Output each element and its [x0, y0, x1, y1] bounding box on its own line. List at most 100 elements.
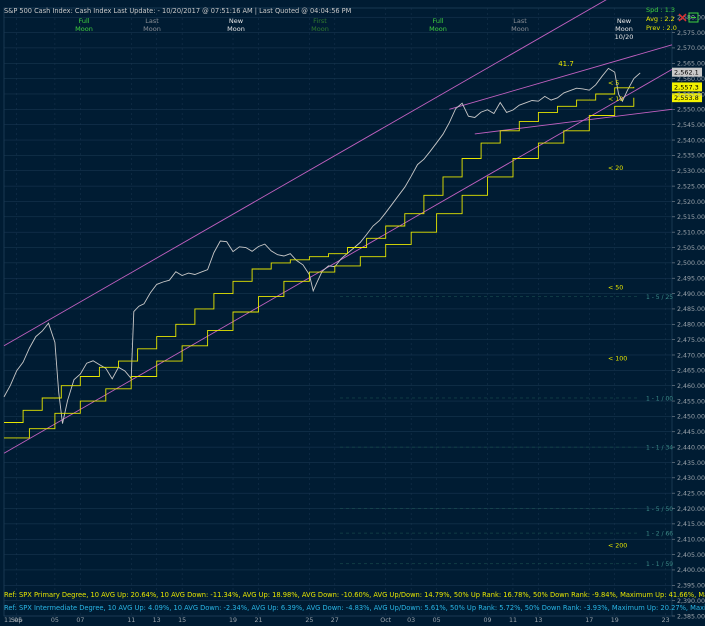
- y-tick-label: 2,450.00: [677, 414, 705, 421]
- y-tick-label: 2,465.00: [677, 368, 705, 375]
- moon-marker-label: Last: [513, 17, 527, 25]
- series-layer: [3, 67, 641, 439]
- moon-next-line3: 10/20: [615, 33, 634, 41]
- price-tag-label: 2,557.3: [674, 83, 699, 91]
- y-tick-label: 2,470.00: [677, 352, 705, 359]
- x-tick-label: 23: [662, 617, 670, 624]
- moving-average-step-line: [4, 86, 635, 423]
- y-tick-label: 2,460.00: [677, 383, 705, 390]
- grid-layer: [3, 7, 673, 617]
- y-tick-label: 2,420.00: [677, 506, 705, 513]
- fib-label: 1 - 5 / 50: [646, 506, 673, 513]
- fib-label: 1 - 1 / 34: [646, 444, 673, 451]
- y-tick-label: 2,515.00: [677, 214, 705, 221]
- peak-value-label: 41.7: [558, 60, 574, 68]
- price-tag: [672, 67, 702, 77]
- moving-average-label: < 20: [608, 165, 623, 172]
- y-tick-label: 2,445.00: [677, 429, 705, 436]
- y-tick-label: 2,400.00: [677, 567, 705, 574]
- moon-next-line2: Moon: [615, 25, 633, 33]
- stat-spd: Spd : 1.3: [646, 6, 675, 14]
- y-tick-label: 2,425.00: [677, 490, 705, 497]
- moon-marker-label: Moon: [429, 25, 447, 33]
- y-tick-label: 2,565.00: [677, 61, 705, 68]
- y-tick-label: 2,430.00: [677, 475, 705, 482]
- moving-average-label: < 200: [608, 543, 627, 550]
- x-tick-label: 05: [51, 617, 59, 624]
- y-tick-label: 2,395.00: [677, 583, 705, 590]
- x-tick-label: 11:05: [4, 617, 22, 624]
- moon-marker-label: Full: [78, 17, 89, 25]
- x-tick-label: 15: [178, 617, 186, 624]
- y-tick-label: 2,570.00: [677, 45, 705, 52]
- y-tick-label: 2,500.00: [677, 260, 705, 267]
- moon-marker-label: Last: [145, 17, 159, 25]
- x-tick-label: 13: [153, 617, 161, 624]
- y-tick-label: 2,580.00: [677, 15, 705, 22]
- moon-marker-label: Moon: [311, 25, 329, 33]
- moving-average-label: < 10: [608, 96, 623, 103]
- y-tick-label: 2,495.00: [677, 276, 705, 283]
- y-tick-label: 2,485.00: [677, 306, 705, 313]
- y-tick-label: 2,525.00: [677, 183, 705, 190]
- y-tick-label: 2,540.00: [677, 137, 705, 144]
- footer-line-1: Ref: SPX Primary Degree, 10 AVG Up: 20.6…: [4, 591, 705, 599]
- y-tick-label: 2,535.00: [677, 153, 705, 160]
- y-tick-label: 2,520.00: [677, 199, 705, 206]
- chart-header-title: S&P 500 Cash Index: Cash Index Last Upda…: [4, 7, 352, 15]
- channel-line: [3, 0, 607, 347]
- y-tick-label: 2,545.00: [677, 122, 705, 129]
- moon-marker-label: Moon: [227, 25, 245, 33]
- x-tick-label: 05: [433, 617, 441, 624]
- x-tick-label: 27: [331, 617, 339, 624]
- y-tick-label: 2,435.00: [677, 460, 705, 467]
- y-tick-label: 2,575.00: [677, 30, 705, 37]
- y-tick-label: 2,455.00: [677, 398, 705, 405]
- moon-marker-label: Moon: [75, 25, 93, 33]
- price-tag: [672, 93, 702, 103]
- y-tick-label: 2,405.00: [677, 552, 705, 559]
- y-tick-label: 2,560.00: [677, 76, 705, 83]
- moon-next-line1: New: [617, 17, 632, 25]
- x-tick-label: 11: [509, 617, 517, 624]
- x-tick-label: 07: [76, 617, 84, 624]
- moon-marker-label: Moon: [143, 25, 161, 33]
- moon-marker-label: New: [229, 17, 244, 25]
- channel-line: [449, 44, 673, 110]
- x-tick-label: 09: [483, 617, 491, 624]
- y-tick-label: 2,440.00: [677, 444, 705, 451]
- y-tick-label: 2,555.00: [677, 91, 705, 98]
- channel-line: [3, 69, 673, 454]
- close-icon[interactable]: [678, 13, 687, 22]
- axis-layer: 2,385.00 2,390.00 2,395.00 2,400.00 2,405.00…: [4, 15, 705, 624]
- y-tick-label: 2,510.00: [677, 229, 705, 236]
- fib-label: 1 - 5 / 25: [646, 294, 673, 301]
- price-tag-label: 2,553.8: [674, 94, 699, 102]
- stat-prev: Prev : 2.0: [646, 24, 677, 32]
- annotation-layer: 41.7 < 5 < 10 < 20 < 50 < 100 < 200 1 - 5 / 25 1…: [340, 60, 702, 568]
- y-tick-label: 2,410.00: [677, 537, 705, 544]
- x-tick-label: 03: [407, 617, 415, 624]
- price-tag-label: 2,562.1: [674, 69, 699, 77]
- y-tick-label: 2,390.00: [677, 598, 705, 605]
- y-tick-label: 2,505.00: [677, 245, 705, 252]
- settings-icon[interactable]: [688, 12, 699, 23]
- stat-avg: Avg : 2.2: [646, 15, 675, 23]
- moving-average-label: < 100: [608, 355, 627, 362]
- channel-line: [474, 108, 673, 135]
- y-tick-label: 2,490.00: [677, 291, 705, 298]
- moon-layer: FullMoonLastMoonNewMoonFirstMoonFullMoon…: [75, 17, 529, 33]
- x-tick-label: 19: [229, 617, 237, 624]
- x-tick-label: 19: [611, 617, 619, 624]
- price-tag: [672, 82, 702, 92]
- y-tick-label: 2,475.00: [677, 337, 705, 344]
- y-tick-label: 2,415.00: [677, 521, 705, 528]
- price-series-line: [3, 67, 641, 424]
- x-tick-label: Sep: [11, 617, 23, 624]
- x-tick-label: 13: [534, 617, 542, 624]
- x-tick-label: 11: [127, 617, 135, 624]
- x-tick-label: 21: [254, 617, 262, 624]
- channel-layer: [3, 0, 673, 454]
- moving-average-label: < 50: [608, 285, 623, 292]
